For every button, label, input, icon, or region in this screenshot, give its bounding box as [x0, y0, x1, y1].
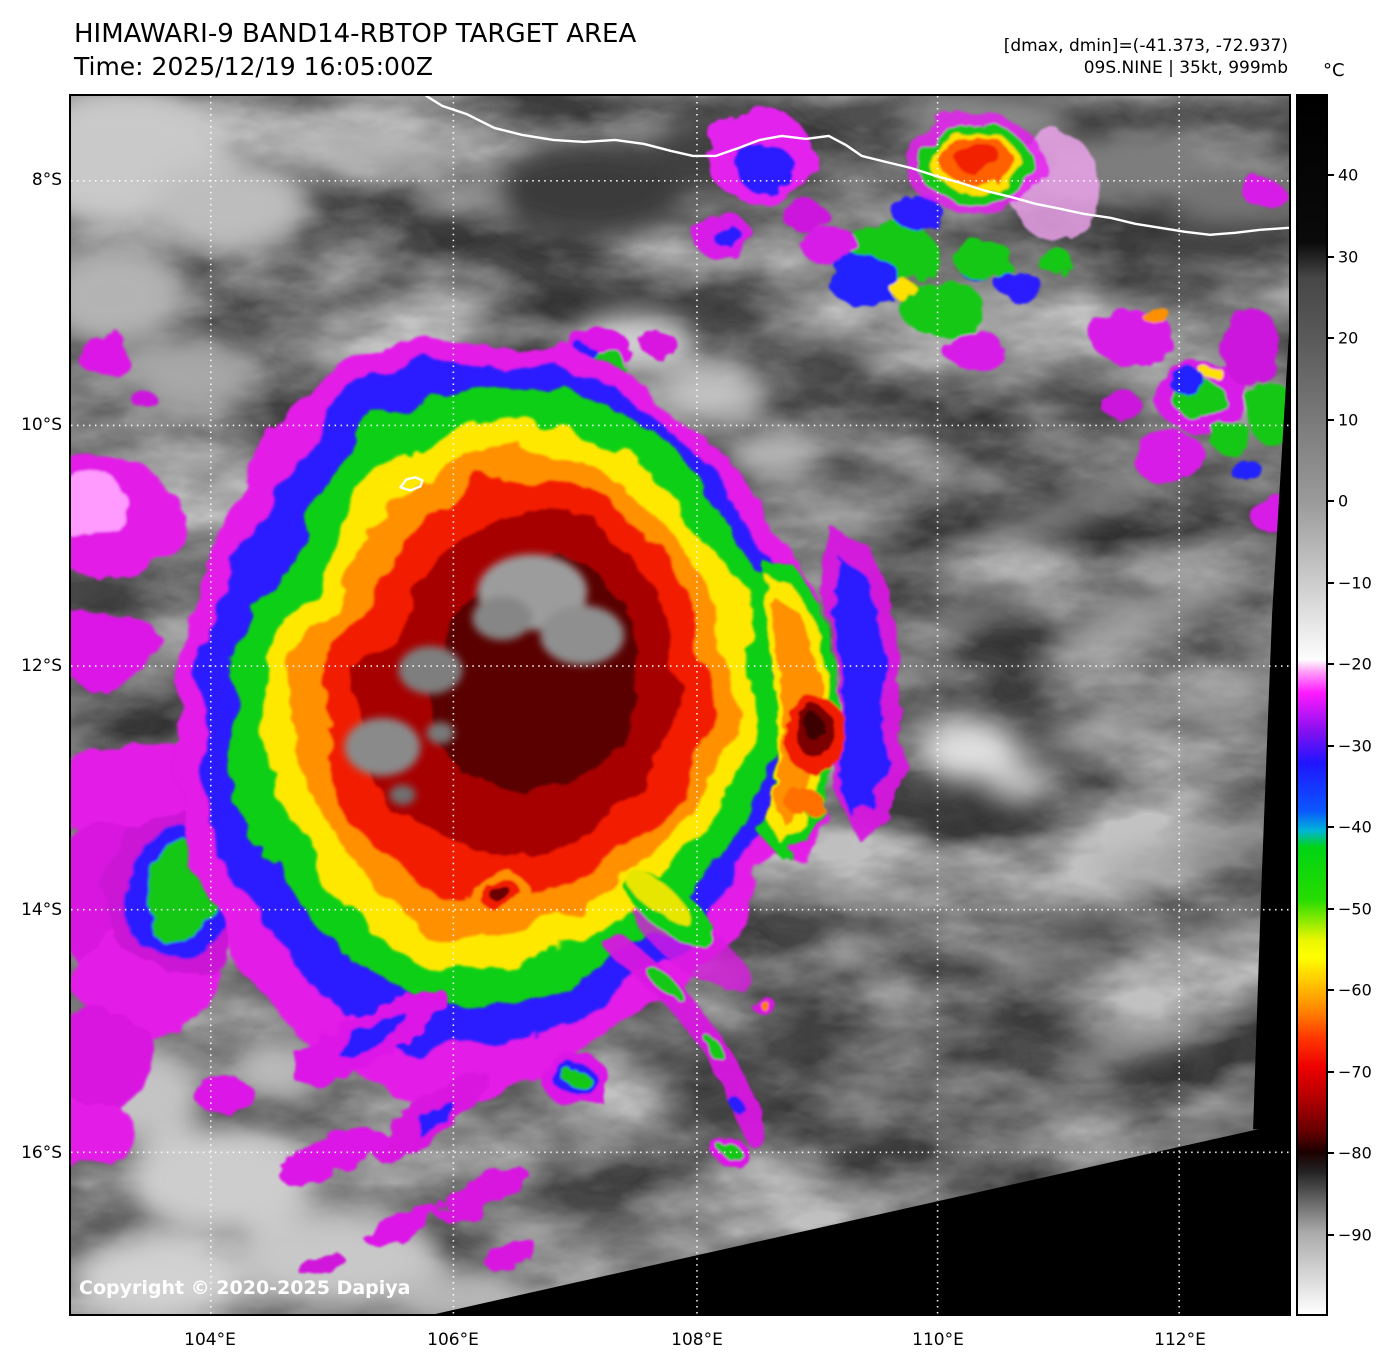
colorbar-tickmark: [1328, 826, 1334, 829]
satellite-plot: [69, 94, 1291, 1316]
cloud-band-west: [71, 343, 258, 1166]
lat-label-16s: 16°S: [21, 1143, 62, 1163]
colorbar-tick-label: −20: [1338, 654, 1372, 674]
lon-label-108e: 108°E: [671, 1330, 723, 1350]
colorbar-tick-label: −40: [1338, 817, 1372, 837]
colorbar-tick-label: 20: [1338, 328, 1359, 348]
colorbar-tickmark: [1328, 907, 1334, 910]
overshooting-tops: [344, 554, 625, 805]
colorbar-ticks: 40 30 20 10 0 −10 −20 −30 −40 −50 −60 −70 −80 −90: [1328, 94, 1388, 1316]
scan-edge: [435, 333, 1289, 1314]
colorbar-tick-label: −50: [1338, 899, 1372, 919]
colorbar-tickmark: [1328, 663, 1334, 666]
lat-label-10s: 10°S: [21, 415, 62, 435]
colorbar-gradient: [1298, 96, 1326, 1314]
colorbar-tickmark: [1328, 418, 1334, 421]
lon-label-106e: 106°E: [427, 1330, 479, 1350]
colorbar-tickmark: [1328, 1233, 1334, 1236]
coastline: [399, 96, 1289, 492]
colorbar-tick-label: −10: [1338, 573, 1372, 593]
grayscale-clouds: [71, 96, 1289, 1314]
figure-title: HIMAWARI-9 BAND14-RBTOP TARGET AREA: [74, 19, 637, 49]
colorbar-tickmark: [1328, 1152, 1334, 1155]
cloud-arc-southeast: [606, 934, 768, 1147]
colorbar-tickmark: [1328, 174, 1334, 177]
lon-label-104e: 104°E: [184, 1330, 236, 1350]
colorbar: [1296, 94, 1328, 1316]
colorbar-tick-label: −60: [1338, 980, 1372, 1000]
colorbar-tick-label: 40: [1338, 165, 1359, 185]
colorbar-unit-label: °C: [1323, 60, 1345, 81]
colorbar-tickmark: [1328, 581, 1334, 584]
colorbar-tickmark: [1328, 337, 1334, 340]
lat-label-14s: 14°S: [21, 900, 62, 920]
lon-label-112e: 112°E: [1154, 1330, 1206, 1350]
lat-label-12s: 12°S: [21, 656, 62, 676]
colorbar-tick-label: −90: [1338, 1225, 1372, 1245]
colorbar-tickmark: [1328, 255, 1334, 258]
figure-time: Time: 2025/12/19 16:05:00Z: [74, 52, 433, 81]
dmax-dmin-annotation: [dmax, dmin]=(-41.373, -72.937): [1003, 36, 1288, 56]
colorbar-tickmark: [1328, 1070, 1334, 1073]
colorbar-tickmark: [1328, 989, 1334, 992]
convective-cells-northeast: [691, 109, 1100, 371]
colorbar-tick-label: 30: [1338, 247, 1359, 267]
colorbar-tick-label: −30: [1338, 736, 1372, 756]
colorbar-tick-label: 0: [1338, 491, 1349, 511]
lon-label-110e: 110°E: [912, 1330, 964, 1350]
colorbar-tick-label: 10: [1338, 410, 1359, 430]
cyclone-core: [173, 335, 906, 1107]
colorbar-tick-label: −70: [1338, 1062, 1372, 1082]
colorbar-tick-label: −80: [1338, 1143, 1372, 1163]
christmas-island: [399, 476, 424, 492]
satellite-image: [71, 96, 1289, 1314]
colorbar-tickmark: [1328, 500, 1334, 503]
cloud-bands-south: [195, 990, 777, 1278]
lat-label-8s: 8°S: [31, 170, 62, 190]
storm-info-annotation: 09S.NINE | 35kt, 999mb: [1083, 58, 1288, 78]
copyright-watermark: Copyright © 2020-2025 Dapiya: [79, 1277, 411, 1299]
colorbar-tickmark: [1328, 744, 1334, 747]
